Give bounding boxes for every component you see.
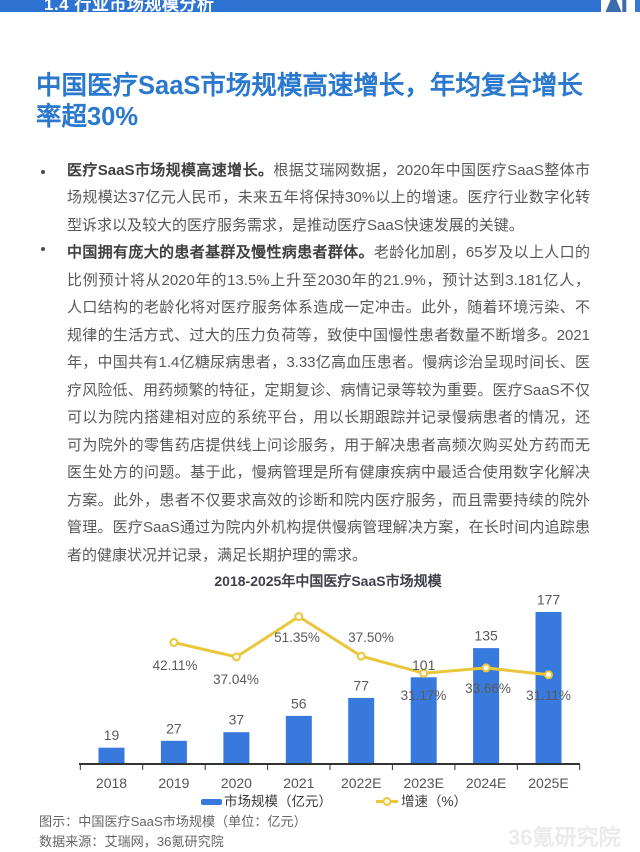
svg-text:2018: 2018 [96,775,127,791]
svg-text:31.17%: 31.17% [401,688,447,703]
svg-text:56: 56 [291,695,307,711]
svg-text:2021: 2021 [283,775,314,791]
svg-text:19: 19 [104,727,120,743]
svg-text:77: 77 [353,677,369,693]
svg-text:2020: 2020 [221,775,252,791]
svg-text:135: 135 [474,628,498,644]
svg-text:2018-2025年中国医疗SaaS市场规模: 2018-2025年中国医疗SaaS市场规模 [214,573,442,589]
svg-text:37.04%: 37.04% [213,672,259,687]
svg-text:101: 101 [412,657,436,673]
svg-text:177: 177 [537,592,561,608]
svg-text:2023E: 2023E [403,775,443,791]
svg-text:51.35%: 51.35% [274,630,320,645]
svg-text:市场规模（亿元）: 市场规模（亿元） [224,793,332,809]
svg-text:2022E: 2022E [341,775,381,791]
svg-text:31.11%: 31.11% [526,688,571,703]
svg-text:27: 27 [166,720,182,736]
svg-text:2019: 2019 [158,775,189,791]
svg-text:2025E: 2025E [528,775,568,791]
svg-text:37.50%: 37.50% [348,630,394,645]
svg-text:37: 37 [229,712,245,728]
svg-text:2024E: 2024E [466,775,506,791]
svg-text:33.66%: 33.66% [465,681,511,696]
svg-text:增速（%）: 增速（%） [401,794,467,809]
svg-text:42.11%: 42.11% [153,658,198,673]
